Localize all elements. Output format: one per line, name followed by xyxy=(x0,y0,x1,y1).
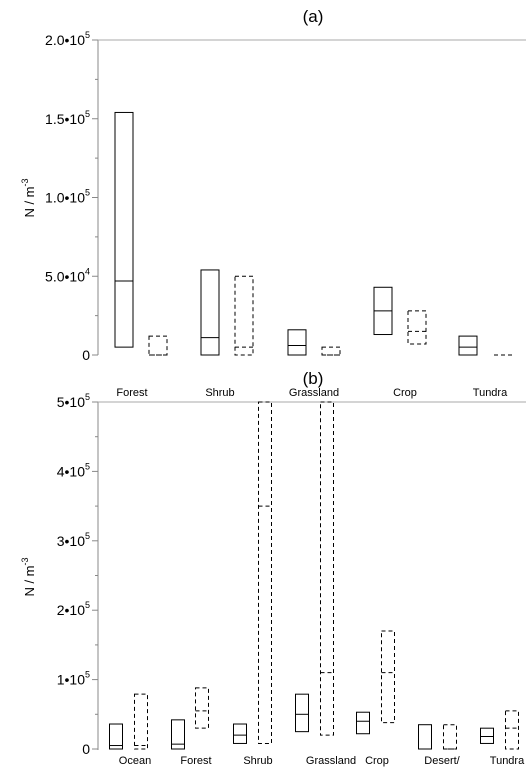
y-tick-label: 1•105 xyxy=(57,670,90,688)
box-dashed xyxy=(148,335,168,356)
box-solid xyxy=(458,335,478,356)
y-axis-label: N / m-3 xyxy=(20,557,37,596)
x-category-label: Tundra xyxy=(490,755,525,767)
box-solid xyxy=(356,711,370,735)
panel-b: (b) N / m-3 0 1•105 2•105 3•105 4•105 5•105 Ocea… xyxy=(20,369,526,767)
x-category-label: Ocean xyxy=(119,755,151,767)
y-tick-label: 1.0•105 xyxy=(45,188,90,206)
x-category-label: Shrub xyxy=(205,387,234,399)
box-dashed xyxy=(407,310,427,345)
box-dashed xyxy=(320,401,334,736)
box-solid xyxy=(480,727,494,744)
box-solid xyxy=(109,723,123,750)
box-dashed xyxy=(234,275,254,356)
panel-title: (a) xyxy=(303,7,324,26)
box-solid xyxy=(171,719,185,750)
y-tick-label: 0 xyxy=(82,347,90,363)
x-category-label: Tundra xyxy=(473,387,508,399)
x-category-label: Crop xyxy=(365,755,389,767)
y-tick-label: 1.5•105 xyxy=(45,109,90,127)
box-solid xyxy=(233,723,247,744)
panel-title: (b) xyxy=(303,369,324,388)
box-dashed xyxy=(134,693,148,750)
box-dashed xyxy=(381,630,395,724)
y-tick-label: 5.0•104 xyxy=(45,266,90,284)
x-category-label: Desert/ xyxy=(424,755,460,767)
box-dashed xyxy=(195,687,209,729)
y-tick-label: 2.0•105 xyxy=(45,30,90,48)
box-solid xyxy=(295,693,309,733)
box-dashed xyxy=(505,710,519,750)
box-solid xyxy=(287,329,307,356)
y-axis-label: N / m-3 xyxy=(20,178,37,217)
y-tick-label: 2•105 xyxy=(57,600,90,618)
x-category-label: Forest xyxy=(180,755,211,767)
box-solid xyxy=(418,724,432,750)
x-category-label: Forest xyxy=(116,387,147,399)
x-category-label: Shrub xyxy=(243,755,272,767)
y-tick-label: 5•105 xyxy=(57,392,90,410)
y-tick-label: 3•105 xyxy=(57,531,90,549)
x-category-label: Grassland xyxy=(306,755,356,767)
box-dashed xyxy=(258,401,272,744)
box-dashed xyxy=(321,346,341,356)
box-solid xyxy=(200,269,220,356)
y-tick-label: 0 xyxy=(82,741,90,757)
box-dashed xyxy=(443,724,457,750)
box-solid xyxy=(114,111,134,348)
panel-a: (a) N / m-3 0 5.0•104 1.0•105 1.5•105 2.0•105 F… xyxy=(20,7,526,399)
x-category-label: Crop xyxy=(393,387,417,399)
y-tick-label: 4•105 xyxy=(57,461,90,479)
x-category-label: Grassland xyxy=(289,387,339,399)
